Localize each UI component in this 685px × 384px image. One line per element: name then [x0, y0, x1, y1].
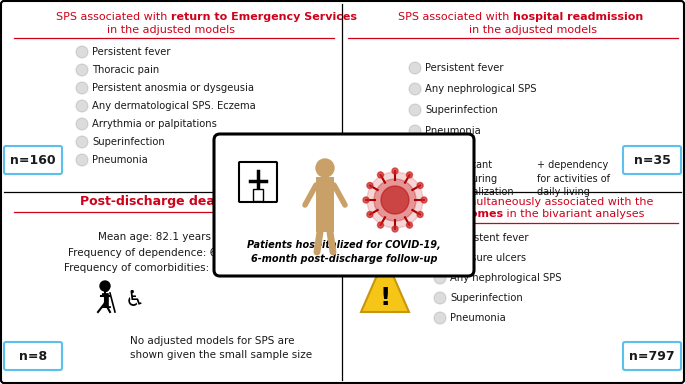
Polygon shape: [361, 257, 409, 312]
Text: Superinfection: Superinfection: [450, 293, 523, 303]
Circle shape: [100, 281, 110, 291]
Circle shape: [76, 46, 88, 58]
Text: Pneumonia: Pneumonia: [450, 313, 506, 323]
Circle shape: [406, 172, 412, 178]
Text: !: !: [379, 286, 390, 310]
Circle shape: [76, 136, 88, 148]
Text: Pressure ulcers: Pressure ulcers: [450, 253, 526, 263]
Circle shape: [409, 62, 421, 74]
Text: ♿: ♿: [125, 290, 145, 310]
Text: + concomitant
infection during
first hospitalization: + concomitant infection during first hos…: [420, 160, 514, 197]
Text: Pneumonia: Pneumonia: [92, 155, 148, 165]
Text: Any nephrological SPS: Any nephrological SPS: [450, 273, 562, 283]
Circle shape: [76, 100, 88, 112]
Circle shape: [392, 168, 398, 174]
Circle shape: [76, 154, 88, 166]
Text: hospital readmission: hospital readmission: [513, 12, 643, 22]
Text: Any dermatological SPS. Eczema: Any dermatological SPS. Eczema: [92, 101, 256, 111]
Text: SPS simultaneously associated with the: SPS simultaneously associated with the: [432, 197, 653, 207]
Circle shape: [434, 252, 446, 264]
Text: SPS associated with: SPS associated with: [56, 12, 171, 22]
Text: in the adjusted models: in the adjusted models: [107, 25, 235, 35]
Text: Persistent fever: Persistent fever: [425, 63, 503, 73]
Circle shape: [421, 197, 427, 203]
FancyBboxPatch shape: [4, 342, 62, 370]
Circle shape: [377, 172, 384, 178]
FancyBboxPatch shape: [214, 134, 474, 276]
Text: Superinfection: Superinfection: [92, 137, 165, 147]
Circle shape: [409, 83, 421, 95]
FancyBboxPatch shape: [623, 146, 681, 174]
FancyBboxPatch shape: [316, 177, 334, 232]
Text: No adjusted models for SPS are
shown given the small sample size: No adjusted models for SPS are shown giv…: [130, 336, 312, 360]
Text: Persistent fever: Persistent fever: [92, 47, 171, 57]
Circle shape: [367, 172, 423, 228]
Text: SPS associated with: SPS associated with: [398, 12, 513, 22]
Text: Patients hospitalized for COVID-19,
6-month post-discharge follow-up: Patients hospitalized for COVID-19, 6-mo…: [247, 240, 441, 264]
Circle shape: [374, 179, 416, 221]
Circle shape: [381, 186, 409, 214]
Text: ℹ: ℹ: [100, 286, 110, 314]
Text: Pneumonia: Pneumonia: [425, 126, 481, 136]
Text: Superinfection: Superinfection: [425, 105, 498, 115]
Text: in the adjusted models: in the adjusted models: [469, 25, 597, 35]
FancyBboxPatch shape: [4, 146, 62, 174]
Circle shape: [367, 212, 373, 217]
Text: Arrythmia or palpitations: Arrythmia or palpitations: [92, 119, 217, 129]
Circle shape: [316, 159, 334, 177]
Circle shape: [367, 182, 373, 189]
Text: three outcomes: three outcomes: [405, 209, 503, 219]
Circle shape: [417, 212, 423, 217]
Circle shape: [434, 292, 446, 304]
Circle shape: [409, 104, 421, 116]
Circle shape: [392, 226, 398, 232]
Circle shape: [377, 222, 384, 228]
Circle shape: [434, 232, 446, 244]
Circle shape: [409, 125, 421, 137]
Text: Post-discharge death: Post-discharge death: [80, 195, 229, 209]
Text: return to Emergency Services: return to Emergency Services: [171, 12, 357, 22]
Circle shape: [76, 118, 88, 130]
Text: Persistent anosmia or dysgeusia: Persistent anosmia or dysgeusia: [92, 83, 254, 93]
Text: n=797: n=797: [630, 349, 675, 362]
Text: n=160: n=160: [10, 154, 55, 167]
Circle shape: [406, 222, 412, 228]
Circle shape: [434, 272, 446, 284]
Circle shape: [76, 64, 88, 76]
Text: n=8: n=8: [19, 349, 47, 362]
Circle shape: [417, 182, 423, 189]
Text: in the bivariant analyses: in the bivariant analyses: [503, 209, 645, 219]
Text: Persistent fever: Persistent fever: [450, 233, 529, 243]
FancyBboxPatch shape: [253, 189, 263, 201]
Circle shape: [76, 82, 88, 94]
Text: + dependency
for activities of
daily living: + dependency for activities of daily liv…: [537, 160, 610, 197]
Text: n=35: n=35: [634, 154, 671, 167]
Circle shape: [434, 312, 446, 324]
Text: Any nephrological SPS: Any nephrological SPS: [425, 84, 536, 94]
Text: Thoracic pain: Thoracic pain: [92, 65, 159, 75]
FancyBboxPatch shape: [239, 162, 277, 202]
Text: Mean age: 82.1 years
Frequency of dependence: 62.5%
Frequency of comorbidities: : Mean age: 82.1 years Frequency of depend…: [64, 232, 246, 273]
FancyBboxPatch shape: [623, 342, 681, 370]
Circle shape: [363, 197, 369, 203]
